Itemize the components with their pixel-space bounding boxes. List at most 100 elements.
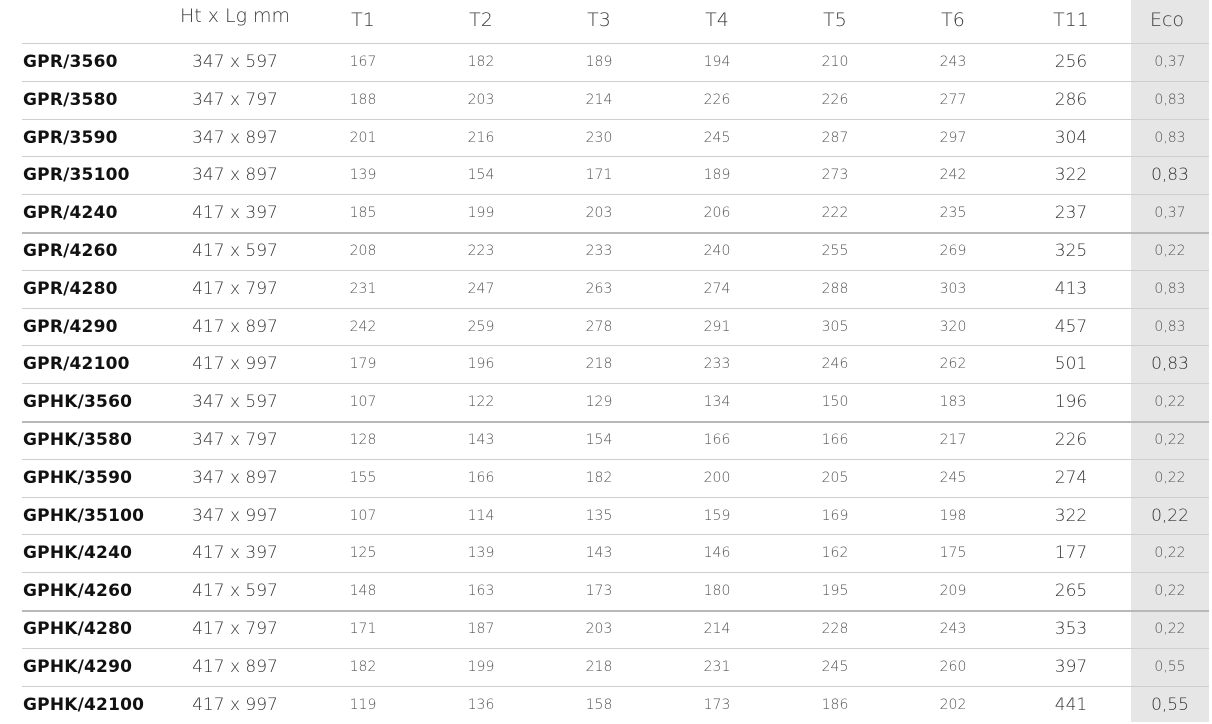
t3-cell: 233 xyxy=(585,243,613,259)
table-row: GPHK/4260 417 x 597 148 163 173 180 195 209 265 0… xyxy=(22,572,1209,610)
eco-cell: 0,22 xyxy=(1154,545,1186,562)
t2-cell: 182 xyxy=(467,54,495,70)
t11-cell: 353 xyxy=(1054,619,1088,639)
t11-cell: 441 xyxy=(1054,694,1088,715)
eco-cell: 0,22 xyxy=(1154,243,1186,259)
t2-cell: 259 xyxy=(467,318,495,335)
t3-cell: 263 xyxy=(585,280,613,297)
t1-cell: 125 xyxy=(349,545,377,562)
t3-cell: 173 xyxy=(585,583,613,600)
t1-cell: 107 xyxy=(349,507,377,524)
header-t4: T4 xyxy=(705,9,729,31)
row-divider xyxy=(22,232,1209,234)
t2-cell: 114 xyxy=(467,507,495,524)
t11-cell: 196 xyxy=(1054,392,1088,413)
t5-cell: 246 xyxy=(821,356,849,373)
t4-cell: 231 xyxy=(703,658,731,675)
model-cell: GPR/4240 xyxy=(23,203,118,224)
t3-cell: 230 xyxy=(585,129,613,146)
t3-cell: 182 xyxy=(585,469,613,486)
t5-cell: 288 xyxy=(821,280,849,297)
t6-cell: 217 xyxy=(939,432,967,448)
t11-cell: 501 xyxy=(1054,354,1088,375)
table-row: GPR/4280 417 x 797 231 247 263 274 288 303 413 0,… xyxy=(22,269,1209,308)
table-row: GPHK/3590 347 x 897 155 166 182 200 205 245 274 0… xyxy=(22,458,1209,497)
eco-cell: 0,83 xyxy=(1154,280,1186,297)
t4-cell: 194 xyxy=(703,54,731,70)
t11-cell: 256 xyxy=(1054,52,1088,72)
dimensions-cell: 347 x 797 xyxy=(192,89,278,110)
t1-cell: 188 xyxy=(349,91,377,108)
t2-cell: 203 xyxy=(467,91,495,108)
t3-cell: 218 xyxy=(585,356,613,373)
t2-cell: 199 xyxy=(467,205,495,222)
t5-cell: 169 xyxy=(821,507,849,524)
model-cell: GPHK/4260 xyxy=(23,581,133,602)
t4-cell: 214 xyxy=(703,621,731,637)
model-cell: GPR/3560 xyxy=(23,52,118,72)
header-t3: T3 xyxy=(587,9,611,31)
eco-cell: 0,22 xyxy=(1151,505,1189,526)
eco-cell: 0,22 xyxy=(1154,432,1186,448)
t2-cell: 247 xyxy=(467,280,495,297)
t6-cell: 260 xyxy=(939,658,967,675)
row-divider xyxy=(22,383,1209,385)
t6-cell: 245 xyxy=(939,469,967,486)
t5-cell: 205 xyxy=(821,469,849,486)
t3-cell: 171 xyxy=(585,167,613,184)
t2-cell: 216 xyxy=(467,129,495,146)
eco-cell: 0,55 xyxy=(1154,658,1186,675)
model-cell: GPR/4280 xyxy=(23,278,118,299)
header-t5: T5 xyxy=(823,9,847,31)
t5-cell: 162 xyxy=(821,545,849,562)
t5-cell: 305 xyxy=(821,318,849,335)
eco-cell: 0,55 xyxy=(1151,694,1189,715)
model-cell: GPHK/35100 xyxy=(23,505,145,526)
model-cell: GPHK/3580 xyxy=(23,430,133,450)
t11-cell: 237 xyxy=(1054,203,1088,224)
table-row: GPHK/3580 347 x 797 128 143 154 166 166 217 226 0… xyxy=(22,421,1209,459)
row-divider xyxy=(22,118,1209,120)
row-divider xyxy=(22,534,1209,536)
t4-cell: 206 xyxy=(703,205,731,222)
table-row: GPR/4290 417 x 897 242 259 278 291 305 320 457 0,… xyxy=(22,307,1209,346)
model-cell: GPHK/3590 xyxy=(23,467,133,488)
eco-cell: 0,22 xyxy=(1154,621,1186,637)
t3-cell: 189 xyxy=(585,54,613,70)
eco-cell: 0,22 xyxy=(1154,394,1186,411)
eco-cell: 0,83 xyxy=(1151,165,1189,186)
t4-cell: 146 xyxy=(703,545,731,562)
row-divider xyxy=(22,307,1209,309)
t3-cell: 203 xyxy=(585,621,613,637)
model-cell: GPHK/42100 xyxy=(23,694,145,715)
table-row: GPHK/4240 417 x 397 125 139 143 146 162 175 177 0… xyxy=(22,534,1209,572)
t2-cell: 154 xyxy=(467,167,495,184)
t6-cell: 202 xyxy=(939,696,967,713)
row-divider xyxy=(22,458,1209,460)
row-divider xyxy=(22,610,1209,612)
t3-cell: 278 xyxy=(585,318,613,335)
model-cell: GPR/3590 xyxy=(23,127,118,148)
t5-cell: 222 xyxy=(821,205,849,222)
eco-cell: 0,83 xyxy=(1151,354,1189,375)
dimensions-cell: 347 x 897 xyxy=(192,127,278,148)
table-row: GPHK/4290 417 x 897 182 199 218 231 245 260 397 0… xyxy=(22,647,1209,686)
t3-cell: 214 xyxy=(585,91,613,108)
t5-cell: 245 xyxy=(821,658,849,675)
t4-cell: 173 xyxy=(703,696,731,713)
t11-cell: 304 xyxy=(1054,127,1088,148)
t11-cell: 265 xyxy=(1054,581,1088,602)
t1-cell: 231 xyxy=(349,280,377,297)
table-row: GPR/4260 417 x 597 208 223 233 240 255 269 325 0,… xyxy=(22,232,1209,270)
t2-cell: 196 xyxy=(467,356,495,373)
t6-cell: 235 xyxy=(939,205,967,222)
row-divider xyxy=(22,421,1209,423)
table-row: GPHK/4280 417 x 797 171 187 203 214 228 243 353 0… xyxy=(22,610,1209,648)
t1-cell: 182 xyxy=(349,658,377,675)
t6-cell: 183 xyxy=(939,394,967,411)
t3-cell: 154 xyxy=(585,432,613,448)
t2-cell: 136 xyxy=(467,696,495,713)
model-cell: GPR/4290 xyxy=(23,316,118,337)
dimensions-cell: 417 x 897 xyxy=(192,316,278,337)
t1-cell: 171 xyxy=(349,621,377,637)
